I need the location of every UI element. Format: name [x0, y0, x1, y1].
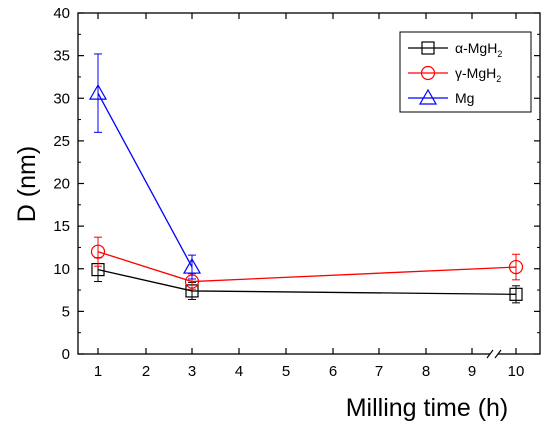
x-tick-label: 3 [188, 363, 196, 380]
y-tick-label: 35 [53, 48, 70, 65]
y-tick-label: 25 [53, 133, 70, 150]
series-line [97, 251, 517, 283]
x-tick-label: 8 [422, 363, 430, 380]
legend-marker [420, 65, 436, 81]
x-tick-label: 1 [94, 363, 102, 380]
legend-label: α-MgH2 [455, 40, 502, 59]
series-line [97, 92, 193, 268]
x-tick-label: 5 [282, 363, 290, 380]
series-line [97, 268, 517, 295]
y-axis-title: D (nm) [13, 146, 41, 222]
axis-break-gap [490, 350, 498, 358]
y-tick-label: 40 [53, 5, 70, 22]
x-tick-label: 7 [375, 363, 383, 380]
y-tick-label: 5 [62, 303, 70, 320]
legend-marker [418, 88, 438, 105]
x-tick-label: 2 [142, 363, 150, 380]
data-point [509, 287, 523, 301]
x-axis-title: Milling time (h) [346, 394, 509, 422]
x-tick-label: 4 [235, 363, 243, 380]
legend-marker [421, 41, 435, 55]
legend: α-MgH2 γ-MgH2 Mg [399, 31, 532, 113]
legend-label: γ-MgH2 [455, 65, 501, 84]
data-point [508, 259, 524, 275]
axis-break-mark [486, 349, 494, 359]
data-point [88, 83, 108, 100]
x-tick-label: 6 [329, 363, 337, 380]
x-tick-label: 10 [508, 363, 525, 380]
y-tick-label: 20 [53, 176, 70, 193]
data-point [182, 257, 202, 274]
y-tick-label: 10 [53, 261, 70, 278]
legend-label: Mg [455, 90, 474, 106]
plot-layer [88, 53, 524, 304]
data-point [90, 244, 106, 259]
y-tick-label: 30 [53, 90, 70, 107]
axis-layer: 1 2 3 4 5 6 7 8 9 10 0 5 10 15 20 25 30 35 40 [53, 5, 541, 380]
y-tick-label: 0 [62, 346, 70, 363]
x-tick-label: 9 [468, 363, 476, 380]
axis-break-mark [494, 349, 502, 359]
y-tick-label: 15 [53, 218, 70, 235]
